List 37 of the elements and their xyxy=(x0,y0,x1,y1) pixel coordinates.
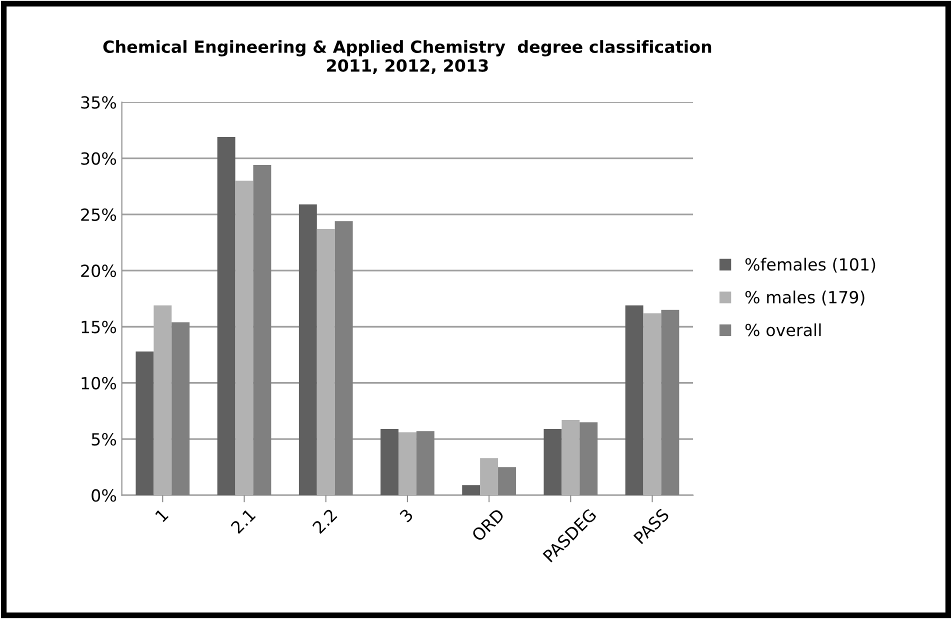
legend-label: % overall xyxy=(745,323,821,336)
bar xyxy=(154,305,172,496)
y-tick-label: 20% xyxy=(81,264,116,278)
bar xyxy=(334,221,353,496)
bar xyxy=(380,428,398,496)
x-tick-label: 2.2 xyxy=(312,508,338,534)
y-tick-label: 5% xyxy=(92,433,116,446)
bar xyxy=(643,313,662,496)
bar xyxy=(580,422,598,496)
y-tick-label: 25% xyxy=(81,208,116,222)
bar xyxy=(480,458,498,496)
bar xyxy=(398,432,416,496)
y-tick-label: 15% xyxy=(82,320,116,334)
bar xyxy=(661,310,680,496)
legend-label: %females (101) xyxy=(745,258,876,273)
bar xyxy=(416,431,434,496)
bar xyxy=(253,165,272,496)
x-tick-label: 1 xyxy=(154,508,169,522)
chart-title: Chemical Engineering & Applied Chemistry degree classification 2011, 2012, 2013 xyxy=(103,40,712,74)
bar xyxy=(316,229,335,496)
bar xyxy=(625,305,644,496)
bar xyxy=(562,420,580,496)
bar xyxy=(544,428,562,496)
legend-label: % males (179) xyxy=(745,290,864,306)
bar xyxy=(235,180,254,496)
bar xyxy=(462,485,480,496)
bar xyxy=(298,204,317,496)
bar xyxy=(136,351,154,496)
y-tick-label: 10% xyxy=(82,376,116,390)
bar xyxy=(498,467,516,496)
y-tick-label: 0% xyxy=(92,489,116,502)
bar xyxy=(172,322,190,496)
y-tick-label: 35% xyxy=(81,96,116,109)
x-tick-label: 3 xyxy=(399,508,414,523)
y-tick-label: 30% xyxy=(81,152,116,165)
x-tick-label: 2.1 xyxy=(230,508,256,534)
bar xyxy=(217,136,236,496)
